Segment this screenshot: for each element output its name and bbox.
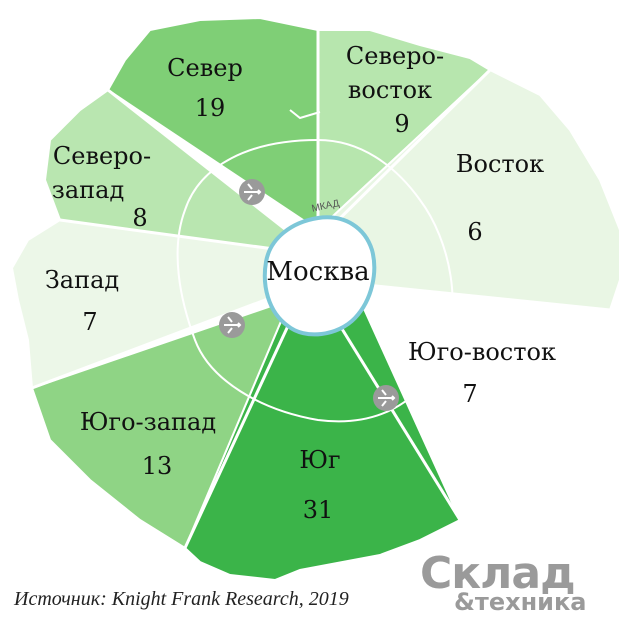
sector-label-north: Север: [167, 54, 243, 82]
sector-value-south: 31: [303, 496, 334, 524]
sector-label-west: Запад: [45, 266, 119, 294]
sector-value-northeast: 9: [394, 110, 409, 138]
logo-word-2: &техника: [454, 588, 587, 616]
sector-north: [106, 16, 319, 232]
logo: Склад &техника: [418, 548, 628, 618]
center-label: Москва: [266, 257, 369, 287]
airplane-icon: [219, 312, 245, 338]
sector-value-southwest: 13: [142, 452, 173, 480]
moscow-center: [262, 215, 377, 337]
sector-value-southeast: 7: [462, 380, 477, 408]
sector-value-east: 6: [467, 218, 482, 246]
sector-label-northwest-1: Северо-: [53, 142, 151, 170]
sector-value-north: 19: [195, 94, 226, 122]
sector-label-northeast-2: восток: [348, 76, 432, 104]
airplane-icon: [373, 385, 399, 411]
sector-labels: Север 19 Северо- восток 9 Восток 6 Юго-в…: [45, 42, 556, 524]
source-note: Источник: Knight Frank Research, 2019: [14, 588, 349, 610]
sector-label-northeast-1: Северо-: [346, 42, 444, 70]
sector-label-northwest-2: запад: [52, 176, 124, 204]
sector-label-east: Восток: [456, 150, 544, 178]
sector-label-southwest: Юго-запад: [80, 408, 216, 436]
sector-value-west: 7: [82, 308, 97, 336]
airplane-icon: [239, 179, 265, 205]
logo-word-1: Склад: [420, 548, 576, 599]
sector-value-northwest: 8: [132, 204, 147, 232]
sector-label-southeast: Юго-восток: [408, 338, 556, 366]
sector-southwest: [30, 289, 319, 550]
ring-roads: [176, 109, 454, 423]
sector-label-south: Юг: [299, 446, 340, 474]
